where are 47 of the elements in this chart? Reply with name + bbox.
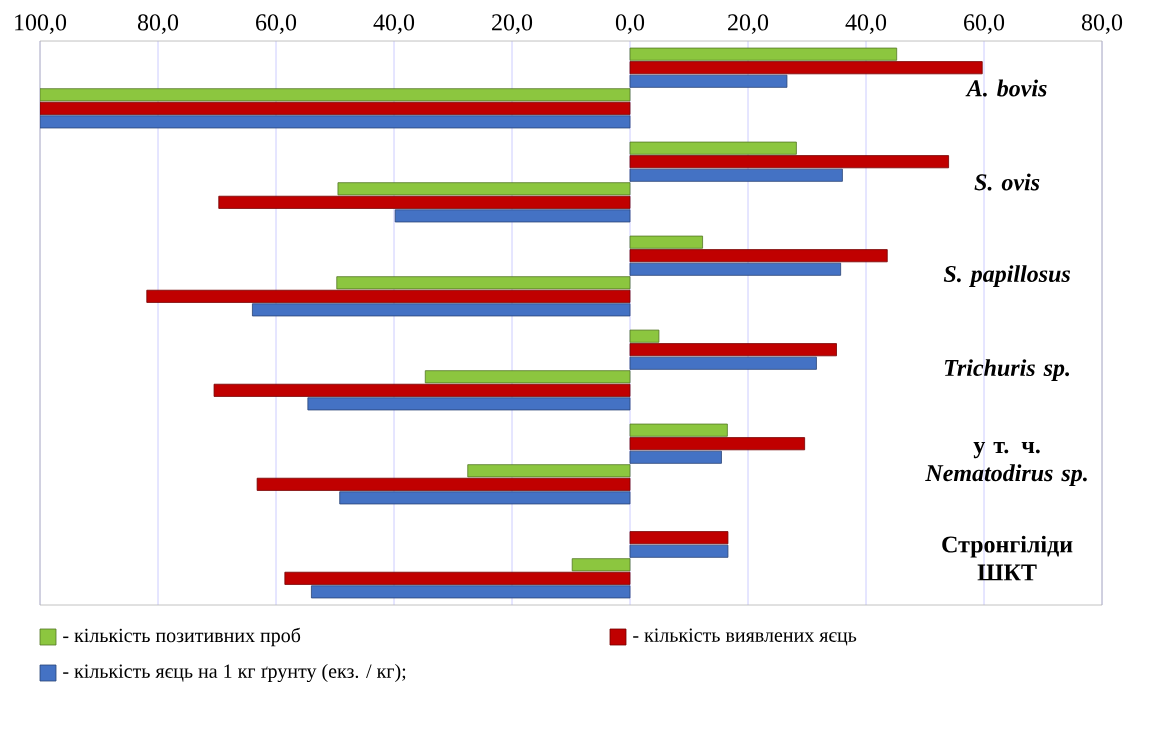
x-tick-label: 40,0	[845, 14, 887, 34]
x-tick-label: 0,0	[615, 14, 645, 34]
bar	[629, 437, 806, 451]
y-tick-label: S. ovis	[974, 173, 1040, 191]
bar	[629, 544, 729, 558]
bar	[629, 450, 722, 464]
bar	[629, 61, 983, 75]
bar	[629, 235, 703, 249]
bar	[629, 262, 842, 276]
bar	[40, 88, 631, 102]
bar	[146, 289, 631, 303]
x-tick-label: 80,0	[137, 14, 179, 34]
bar	[256, 477, 631, 491]
y-tick-label: у т. ч. Nematodirus sp.	[925, 441, 1087, 487]
bar	[629, 356, 817, 370]
bar	[629, 168, 843, 182]
bar	[629, 74, 788, 88]
y-tick-label: Trichuris sp.	[944, 359, 1070, 381]
bar	[213, 383, 631, 397]
x-tick-label: 60,0	[964, 14, 1005, 34]
x-tick-label: 20,0	[492, 14, 533, 34]
legend-label: - кількість виявлених яєць	[633, 628, 857, 646]
bar	[629, 47, 898, 61]
bar	[40, 101, 631, 115]
bar	[629, 329, 660, 343]
bar	[339, 491, 631, 505]
bar	[629, 531, 729, 545]
bar	[40, 115, 631, 129]
bar	[218, 195, 631, 209]
y-tick-label: S. papillosus	[943, 265, 1071, 287]
legend-label: - кількість яєць на 1 кг ґрунту (екз. / кг);	[63, 663, 406, 683]
bar	[629, 155, 950, 169]
bar	[629, 141, 797, 155]
x-tick-label: 20,0	[728, 14, 769, 34]
bar	[336, 276, 631, 290]
bar	[629, 249, 888, 263]
bar	[252, 303, 631, 317]
x-tick-label: 60,0	[256, 14, 297, 34]
y-tick-label: A. bovis	[965, 79, 1047, 97]
x-tick-label: 40,0	[373, 14, 415, 34]
bar	[629, 423, 728, 437]
bar	[311, 585, 631, 599]
x-tick-label: 80,0	[1081, 14, 1123, 34]
bar	[629, 343, 837, 357]
y-tick-label: Стронгіліди ШКТ	[942, 535, 1073, 581]
legend-label: - кількість позитивних проб	[63, 627, 301, 647]
x-tick-label: 100,0	[15, 14, 67, 34]
